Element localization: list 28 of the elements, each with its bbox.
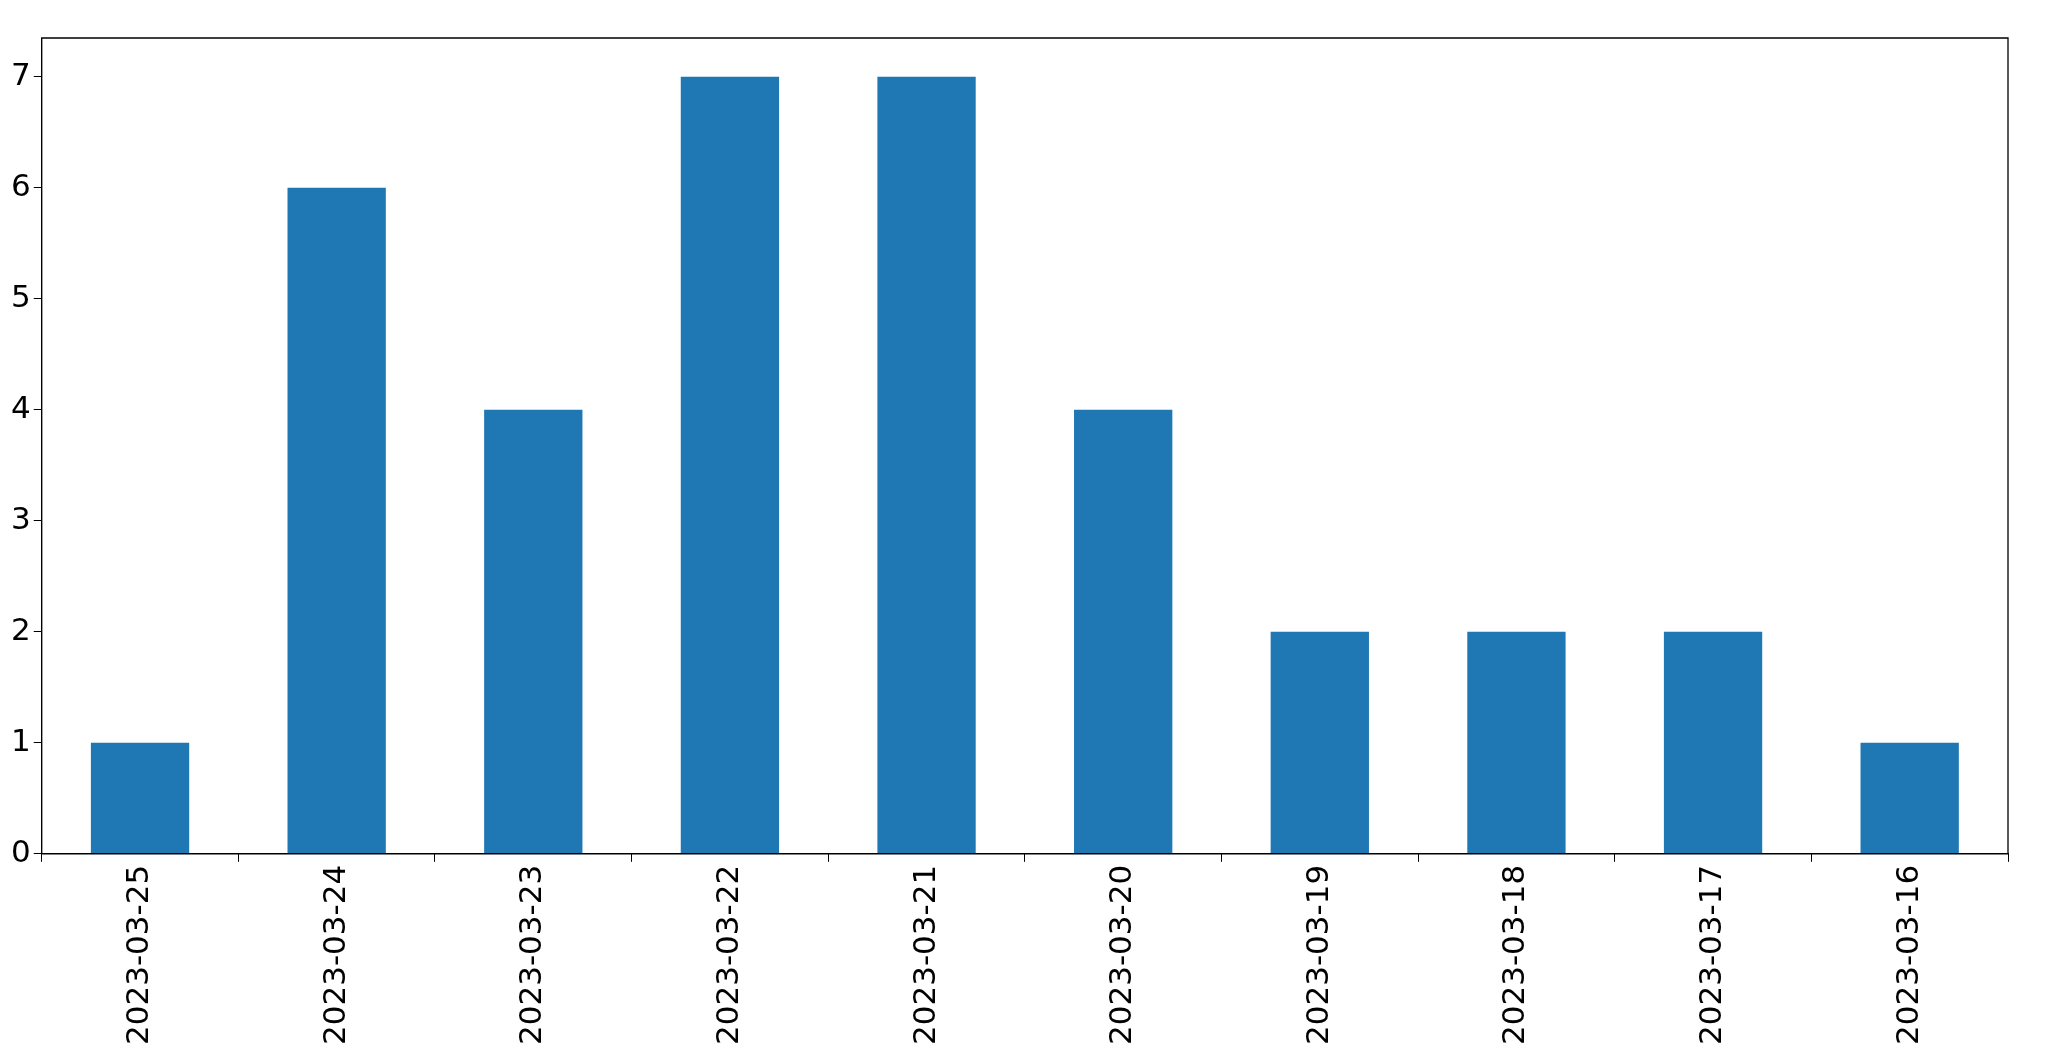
- bar: [1663, 631, 1763, 854]
- bar: [484, 409, 583, 854]
- bar: [1467, 631, 1566, 854]
- y-tick-label: 4: [10, 388, 31, 425]
- y-tick-label: 0: [10, 832, 31, 869]
- x-tick-label: 2023-03-21: [905, 864, 942, 1046]
- bar: [680, 76, 780, 854]
- x-tick-label: 2023-03-17: [1692, 864, 1729, 1046]
- x-tick-label: 2023-03-16: [1888, 864, 1925, 1046]
- x-tick-label: 2023-03-23: [512, 864, 549, 1046]
- bar: [877, 76, 976, 854]
- y-tick-label: 7: [10, 55, 31, 92]
- x-tick-label: 2023-03-22: [708, 864, 745, 1046]
- y-tick-label: 1: [10, 721, 31, 758]
- bar: [1860, 742, 1959, 854]
- x-tick-label: 2023-03-25: [119, 864, 156, 1046]
- y-tick-label: 2: [10, 610, 31, 647]
- y-tick-label: 6: [10, 166, 31, 203]
- y-tick-label: 3: [10, 499, 31, 536]
- bar: [287, 187, 386, 854]
- x-tick-label: 2023-03-19: [1298, 864, 1335, 1046]
- bar: [1270, 631, 1369, 854]
- x-tick-label: 2023-03-18: [1495, 864, 1532, 1046]
- x-tick-label: 2023-03-24: [315, 864, 352, 1046]
- y-tick-label: 5: [10, 277, 31, 314]
- bar: [90, 742, 190, 854]
- x-tick-label: 2023-03-20: [1102, 864, 1139, 1046]
- bar: [1074, 409, 1173, 854]
